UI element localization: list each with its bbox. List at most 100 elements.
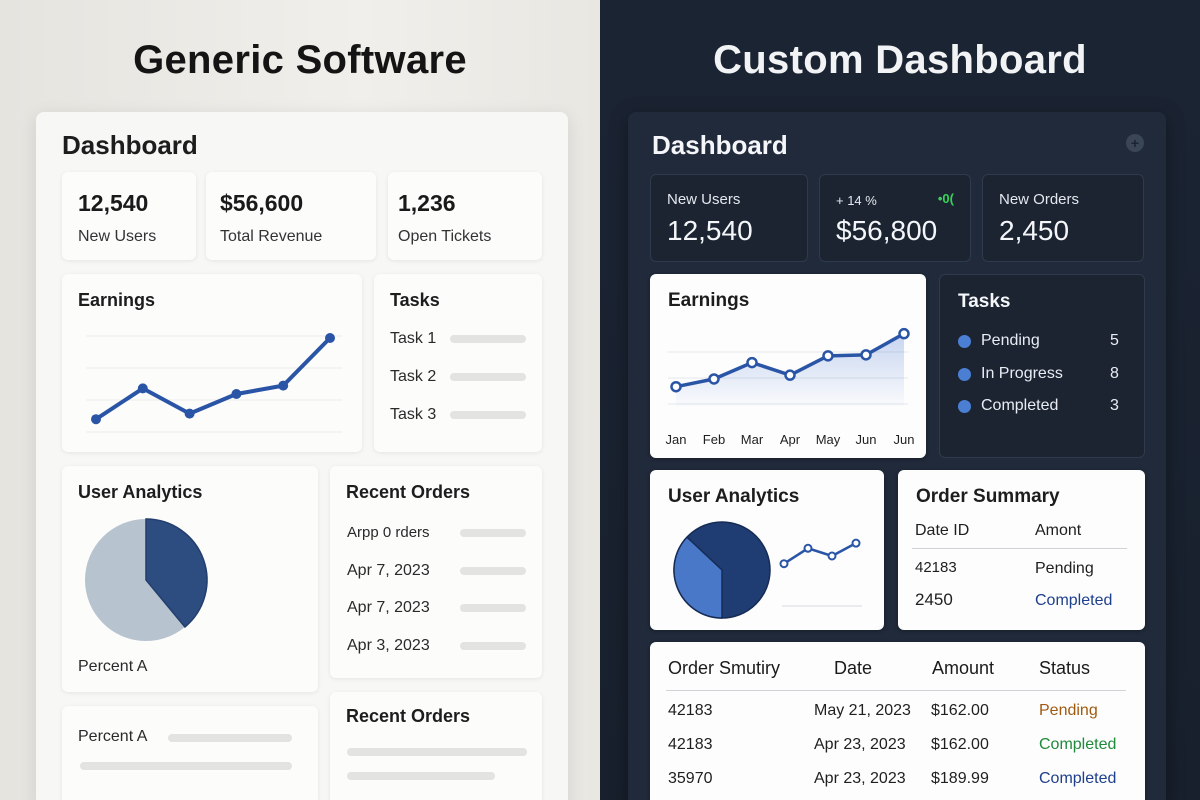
order-bar — [460, 604, 526, 612]
stat-card-new-users[interactable]: New Users 12,540 — [650, 174, 808, 262]
trend-badge: •0( — [937, 191, 954, 206]
earnings-data-point — [746, 356, 758, 369]
order-summary-card: Order Summary Date ID Amont 42183 Pendin… — [898, 470, 1145, 630]
stat-card-total-revenue[interactable]: $56,600 Total Revenue — [206, 172, 376, 260]
earnings-series-line — [94, 336, 332, 421]
table-header: Amount — [932, 658, 995, 678]
order-id: 42183 — [668, 736, 713, 753]
order-bar — [347, 772, 495, 780]
task-status-count: 8 — [1110, 365, 1119, 382]
earnings-data-point — [670, 380, 682, 393]
stat-value: 12,540 — [78, 190, 149, 216]
task-progress-bar — [450, 411, 526, 419]
order-summary-header: Amont — [1035, 522, 1082, 539]
page-title: Dashboard — [652, 130, 788, 160]
table-header: Status — [1039, 658, 1091, 678]
earnings-data-point — [91, 414, 101, 425]
order-id: 42183 — [668, 702, 713, 719]
stat-card-new-users[interactable]: 12,540 New Users — [62, 172, 196, 260]
order-date: Apr 23, 2023 — [814, 770, 906, 787]
order-bar — [347, 748, 527, 756]
task-item[interactable]: Task 3 — [390, 406, 437, 423]
task-item[interactable]: Task 2 — [390, 368, 437, 385]
earnings-data-point — [860, 349, 872, 361]
recent-orders-card: Recent Orders Arpp 0 rders Apr 7, 2023 A… — [330, 466, 542, 678]
order-date: May 21, 2023 — [814, 702, 911, 719]
table-header: Order Smutiry — [668, 658, 781, 678]
orders-table-card: Order Smutiry Date Amount Status 42183 M… — [650, 642, 1145, 800]
status-dot-icon — [958, 400, 971, 413]
percent-bar — [168, 734, 292, 742]
earnings-title: Earnings — [78, 290, 156, 310]
earnings-data-point — [137, 383, 148, 394]
task-status-count: 3 — [1110, 397, 1119, 414]
order-summary-title: Order Summary — [916, 486, 1060, 507]
mini-data-point — [827, 551, 837, 561]
order-id[interactable]: 42183 — [915, 559, 957, 576]
mini-data-point — [779, 559, 789, 569]
tasks-title: Tasks — [958, 291, 1011, 312]
user-analytics-card: User Analytics Percent A — [62, 466, 318, 692]
task-status-count: 5 — [1110, 332, 1119, 349]
stat-value: $56,800 — [836, 215, 938, 246]
order-status: Completed — [1039, 770, 1117, 787]
order-id: 35970 — [668, 770, 713, 787]
stat-label: New Users — [667, 191, 741, 208]
month-tick-label: Apr — [780, 432, 801, 447]
earnings-data-point — [898, 327, 910, 340]
percent-card: Percent A — [62, 706, 318, 800]
add-icon[interactable]: + — [1126, 134, 1144, 152]
stat-value: 2,450 — [999, 215, 1070, 246]
stat-label: Open Tickets — [398, 228, 492, 245]
status-dot-icon — [958, 335, 971, 348]
stat-card-revenue[interactable]: + 14 % •0( $56,800 — [819, 174, 971, 262]
stat-value: 1,236 — [398, 190, 456, 216]
recent-orders-title: Recent Orders — [346, 482, 471, 502]
order-bar — [460, 529, 526, 537]
mini-trend-line — [783, 542, 857, 565]
stat-label: New Users — [78, 228, 157, 245]
order-bar — [460, 567, 526, 575]
earnings-card: Earnings — [62, 274, 362, 452]
earnings-title: Earnings — [668, 290, 750, 311]
order-status: Completed — [1035, 592, 1113, 609]
task-status-label[interactable]: Pending — [981, 332, 1040, 349]
generic-software-heading: Generic Software — [133, 38, 467, 82]
earnings-data-point — [822, 350, 834, 362]
pie-caption: Percent A — [78, 658, 148, 675]
percent-label: Percent A — [78, 728, 148, 745]
task-progress-bar — [450, 335, 526, 343]
status-dot-icon — [958, 368, 971, 381]
pie-slice-light — [673, 536, 723, 619]
order-id[interactable]: 2450 — [915, 590, 953, 609]
order-row[interactable]: Apr 3, 2023 — [347, 637, 430, 654]
earnings-data-point — [231, 389, 242, 399]
order-row[interactable]: Apr 7, 2023 — [347, 562, 430, 579]
stat-card-open-tickets[interactable]: 1,236 Open Tickets — [388, 172, 542, 260]
earnings-line-chart — [86, 333, 342, 433]
stat-label: New Orders — [999, 191, 1080, 208]
earnings-card: Earnings Jan Feb Mar Apr May Jun Jun — [650, 274, 926, 458]
order-amount: $162.00 — [931, 736, 989, 753]
stat-card-new-orders[interactable]: New Orders 2,450 — [982, 174, 1144, 262]
order-row[interactable]: Apr 7, 2023 — [347, 599, 430, 616]
earnings-area — [676, 333, 904, 406]
order-amount: $189.99 — [931, 770, 989, 787]
generic-dashboard-panel: Dashboard 12,540 New Users $56,600 Total… — [36, 112, 568, 800]
order-row[interactable]: Arpp 0 rders — [347, 524, 430, 541]
month-tick-label: Feb — [703, 432, 725, 447]
task-status-label[interactable]: In Progress — [981, 365, 1063, 382]
task-status-label[interactable]: Completed — [981, 397, 1059, 414]
percent-bar — [80, 762, 292, 770]
month-tick-label: Jan — [666, 432, 687, 447]
divider — [666, 690, 1126, 691]
custom-dashboard-panel: Dashboard + New Users 12,540 + 14 % •0( … — [628, 112, 1166, 800]
user-analytics-charts — [673, 521, 862, 619]
task-item[interactable]: Task 1 — [390, 330, 437, 347]
month-tick-label: Mar — [741, 432, 764, 447]
stat-value: 12,540 — [667, 215, 753, 246]
month-tick-label: May — [816, 432, 841, 447]
pie-slice-dark — [145, 518, 208, 629]
earnings-data-point — [278, 380, 289, 391]
order-status: Pending — [1039, 702, 1098, 719]
